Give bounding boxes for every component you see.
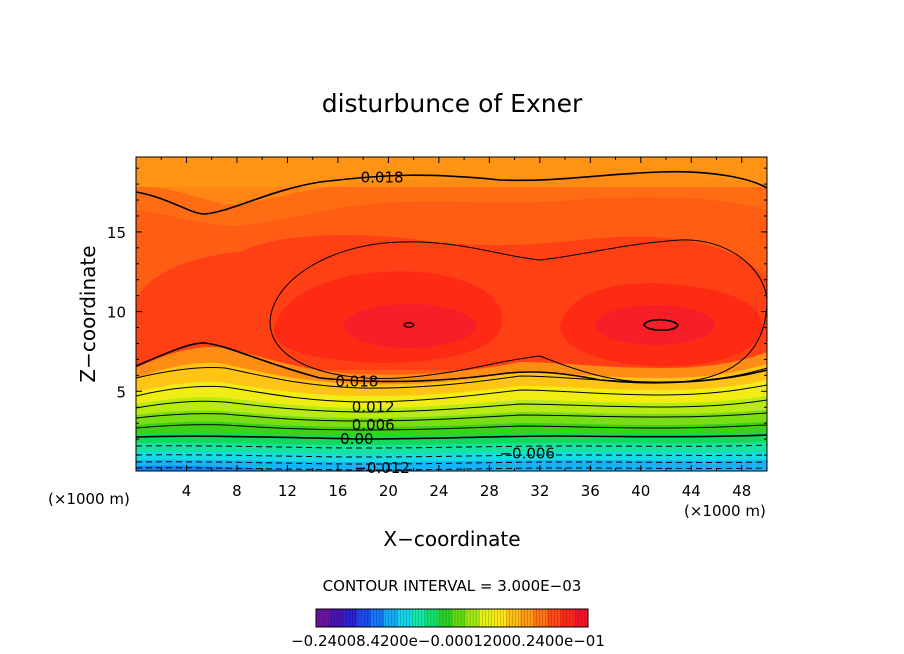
x-unit-right: (×1000 m) [684,502,766,520]
colorbar-swatch [384,609,399,627]
x-tick-label: 12 [278,482,297,500]
contour-line-0.012 [136,384,767,403]
x-tick-label: 36 [581,482,600,500]
y-axis-ticks: 5 10 15 [107,167,767,456]
x-tick-label: 20 [379,482,398,500]
y-tick-label: 10 [107,304,126,322]
x-axis-ticks: 4 8 12 16 20 24 28 32 36 40 44 48 [160,157,751,500]
colorbar-swatch [492,609,507,627]
y-tick-label: 15 [107,224,126,242]
band-red-peak-left [344,304,476,348]
colorbar-swatch [343,609,358,627]
colorbar-swatch [533,609,548,627]
contour-line-0.006 [136,412,767,422]
plot-frame [135,156,768,472]
x-tick-label: 48 [732,482,751,500]
colorbar-swatch [438,609,453,627]
contour-label: 0.018 [361,169,404,187]
colorbar-swatch [479,609,494,627]
colorbar-swatch [574,609,589,627]
x-tick-label: 40 [631,482,650,500]
colorbar-swatch [329,609,344,627]
colorbar-swatch [506,609,521,627]
colorbar-tick-labels: −0.24008.4200e−0.00012000.2400e−01 [291,632,605,650]
x-tick-label: 44 [682,482,701,500]
colorbar-swatch [560,609,575,627]
colorbar-swatch [452,609,467,627]
contour-label: 0.006 [352,416,395,434]
contour-line-neg-0.012 [136,467,767,471]
x-tick-label: 8 [232,482,242,500]
contour-line-0.018-top [136,170,767,215]
x-tick-label: 4 [182,482,192,500]
contour-line-0.009 [136,399,767,413]
contour-line-peak-right [643,318,679,332]
contour-label: 0.012 [352,398,395,416]
colorbar-swatch [424,609,439,627]
y-axis-label: Z−coordinate [76,245,100,382]
x-axis-label: X−coordinate [383,527,520,551]
colorbar-swatch [370,609,385,627]
x-tick-label: 16 [328,482,347,500]
contour-label: 0.00 [340,430,373,448]
colorbar-swatch [356,609,371,627]
band-red-peak-right [595,305,715,345]
x-tick-label: 28 [480,482,499,500]
colorbar-frame [315,608,589,628]
colorbar-swatch [520,609,535,627]
contour-line-neg-0.003 [136,444,767,449]
colorbar [315,608,589,628]
contour-label: −0.006 [499,444,555,462]
band-mid-orange [136,187,767,226]
contour-line-0.00 [136,434,767,440]
contour-line-neg-0.009 [136,461,767,465]
contour-label: −0.012 [354,459,410,477]
colorbar-swatch [465,609,480,627]
contour-line-neg-0.006 [136,454,767,458]
contour-line-0.018-bottom [136,342,767,384]
x-tick-label: 24 [429,482,448,500]
contour-label: 0.018 [335,373,378,391]
y-tick-label: 5 [116,383,126,401]
contour-line-0.003 [136,424,767,431]
contour-line-0.015 [136,367,767,389]
colorbar-swatch [411,609,426,627]
x-unit-left: (×1000 m) [48,490,130,508]
contour-interval-label: CONTOUR INTERVAL = 3.000E−03 [323,577,582,595]
chart-title: disturbunce of Exner [322,89,583,118]
colorbar-swatch [547,609,562,627]
contour-field [136,157,767,471]
colorbar-swatch [316,609,331,627]
x-tick-label: 32 [530,482,549,500]
colorbar-swatch [397,609,412,627]
contour-line-peak-left [403,322,415,328]
